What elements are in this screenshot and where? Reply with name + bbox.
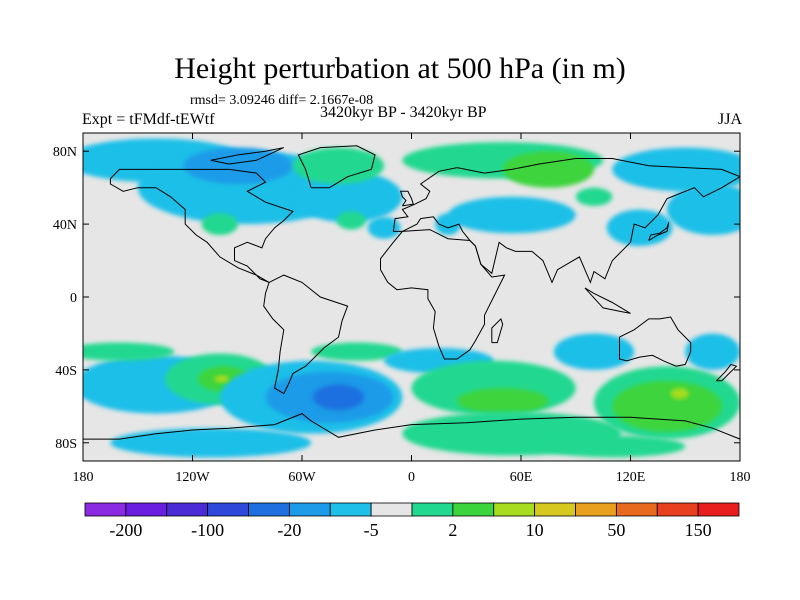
coastline-layer [83,145,740,440]
coastline-new-zealand [715,363,738,382]
lat-tick-label: 40S [55,364,77,379]
colorbar-swatch [125,502,168,517]
colorbar-swatch [697,502,740,517]
lat-tick-label: 80S [55,437,77,452]
field-region-cyan [448,196,576,234]
colorbar-label: 2 [448,520,457,540]
field-region-green [336,211,366,230]
field-region-darkgreen [502,151,594,188]
coastline-eurasia [392,158,740,284]
field-region-cyan [667,184,740,236]
lon-tick-label: 180 [73,470,94,485]
colorbar-label: 150 [685,520,712,540]
experiment-label: Expt = tFMdf-tEWtf [82,111,215,128]
field-region-darkblue [312,384,365,410]
lon-tick-label: 60W [288,470,316,485]
lon-tick-label: 120W [175,470,210,485]
field-region-yellowgreen [670,388,689,400]
field-region-cyan [606,209,673,246]
colorbar-swatch [534,502,576,517]
field-region-blue [183,147,293,185]
field-region-darkgreen [457,388,549,414]
field-region-darkgreen [612,380,722,432]
stats-label: rmsd= 3.09246 diff= 2.1667e-08 [190,93,374,108]
colorbar-swatch [411,502,454,517]
field-region-cyan [292,171,403,223]
coastline-arctic-islands [210,147,285,165]
lat-tick-label: 80N [53,145,77,160]
lat-tick-label: 0 [70,291,77,306]
colorbar: -200 -100 -20 -5 2 10 50 150 [84,502,740,540]
colorbar-swatch [84,502,127,517]
coastline-africa [380,229,506,360]
field-layer [83,138,740,458]
coastline-antarctica [83,413,740,440]
lon-tick-label: 120E [616,470,646,485]
lat-tick-label: 40N [53,218,77,233]
colorbar-label: -5 [364,520,379,540]
colorbar-label: -100 [191,520,224,540]
field-region-yellowgreen [214,375,229,383]
colorbar-swatch [493,502,536,517]
lon-tick-label: 60E [510,470,533,485]
field-region-green [311,342,403,361]
field-region-cyan [612,147,740,192]
coastline-madagascar [491,317,504,344]
field-region-cyan [367,216,401,239]
lon-tick-label: 0 [408,470,415,485]
period-label: 3420kyr BP - 3420kyr BP [320,104,487,121]
colorbar-swatch [615,502,658,517]
colorbar-swatch [452,502,495,517]
colorbar-swatch [248,502,290,517]
lon-tick-label: 180 [730,470,751,485]
coastline-greenland [297,145,376,189]
colorbar-label: -20 [277,520,301,540]
field-region-green [292,147,385,185]
field-region-green [201,213,239,236]
colorbar-swatch [166,502,209,517]
field-region-cyan [685,333,740,370]
colorbar-swatch [656,502,699,517]
colorbar-swatch [288,502,331,517]
season-label: JJA [717,111,742,128]
coastline-north-america [109,168,294,283]
coastline-indonesia [584,287,631,314]
field-region-cyan [110,428,312,458]
axis-ticks: 80N 40N 0 40S 80S 180 120W 60W 0 60E 120E 180 [53,133,751,485]
colorbar-swatch [329,502,372,517]
colorbar-label: 50 [607,520,625,540]
field-region-green [575,187,613,206]
coastline-japan [648,222,670,241]
chart-title: Height perturbation at 500 hPa (in m) [174,52,626,85]
colorbar-swatch [207,502,249,517]
field-region-cyan [553,333,635,370]
colorbar-label: 10 [526,520,544,540]
colorbar-label: -200 [109,520,142,540]
coastline-south-america [263,274,349,395]
field-region-green [83,342,175,361]
coastline-british-isles [399,190,414,207]
colorbar-swatch [370,502,413,517]
colorbar-swatch [575,502,617,517]
coastline-australia [619,316,692,367]
field-region-green [539,435,686,458]
